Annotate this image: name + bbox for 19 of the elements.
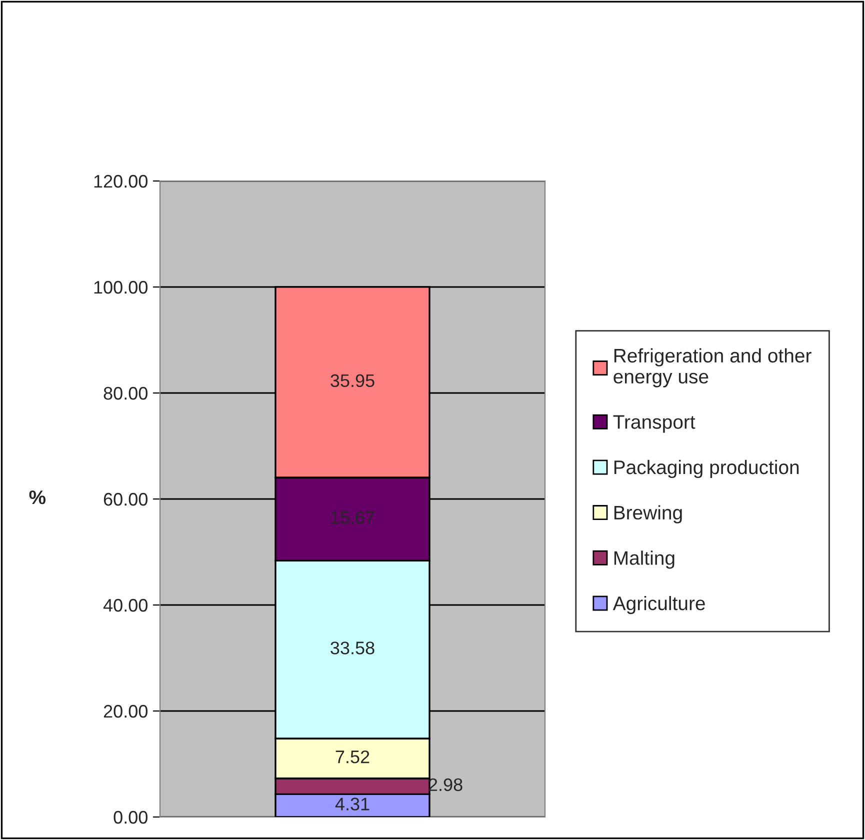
data-label: 7.52 <box>336 750 370 764</box>
y-axis-title: % <box>29 490 46 504</box>
y-tick-label: 40.00 <box>103 598 148 612</box>
legend-label: Transport <box>613 415 696 433</box>
y-tick-label: 0.00 <box>114 810 148 824</box>
y-tick-label: 80.00 <box>104 386 148 400</box>
legend-label: Brewing <box>614 505 682 524</box>
y-tick-label: 120.00 <box>94 174 148 188</box>
y-tick-label: 60.00 <box>104 492 148 506</box>
data-label: 35.95 <box>330 374 374 388</box>
y-tick-label: 100.00 <box>94 280 148 294</box>
data-label: 15.67 <box>331 511 374 524</box>
legend-label: Agriculture <box>612 596 705 614</box>
legend-label: Packaging production <box>614 460 799 478</box>
data-label: 33.58 <box>330 642 374 654</box>
y-tick-label: 20.00 <box>104 704 148 718</box>
legend-label: Malting <box>614 550 674 569</box>
legend-label: Refrigeration and other energy use <box>614 348 812 388</box>
data-label: 4.31 <box>335 798 370 810</box>
